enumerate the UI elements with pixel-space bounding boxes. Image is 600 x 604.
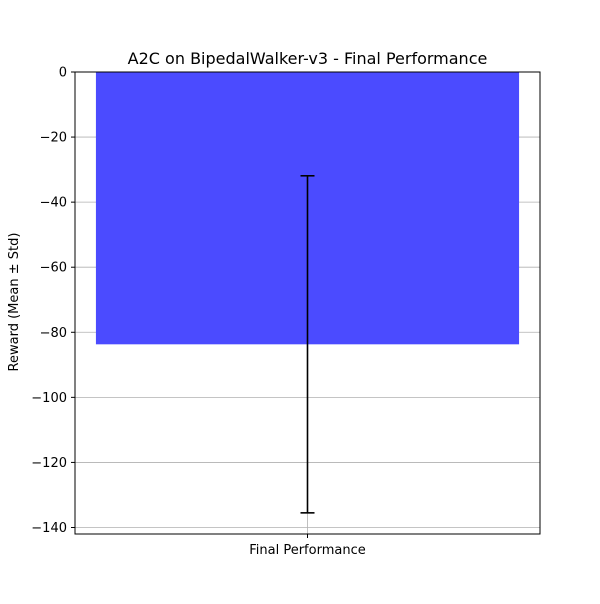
y-axis-label: Reward (Mean ± Std) xyxy=(7,233,22,372)
y-tick-label: −100 xyxy=(31,391,67,406)
y-tick-label: −140 xyxy=(31,521,67,536)
x-axis-ticks: Final Performance xyxy=(249,534,366,558)
y-tick-label: 0 xyxy=(59,66,67,81)
y-tick-label: −60 xyxy=(40,261,67,276)
chart-title: A2C on BipedalWalker-v3 - Final Performa… xyxy=(128,49,488,68)
y-tick-label: −40 xyxy=(40,196,67,211)
y-tick-label: −20 xyxy=(40,131,67,146)
y-axis-ticks: 0 −20 −40 −60 −80 −100 −120 −140 xyxy=(31,66,75,536)
error-bars xyxy=(300,174,315,514)
x-tick-label: Final Performance xyxy=(249,543,365,558)
y-tick-label: −120 xyxy=(31,456,67,471)
y-tick-label: −80 xyxy=(40,326,67,341)
